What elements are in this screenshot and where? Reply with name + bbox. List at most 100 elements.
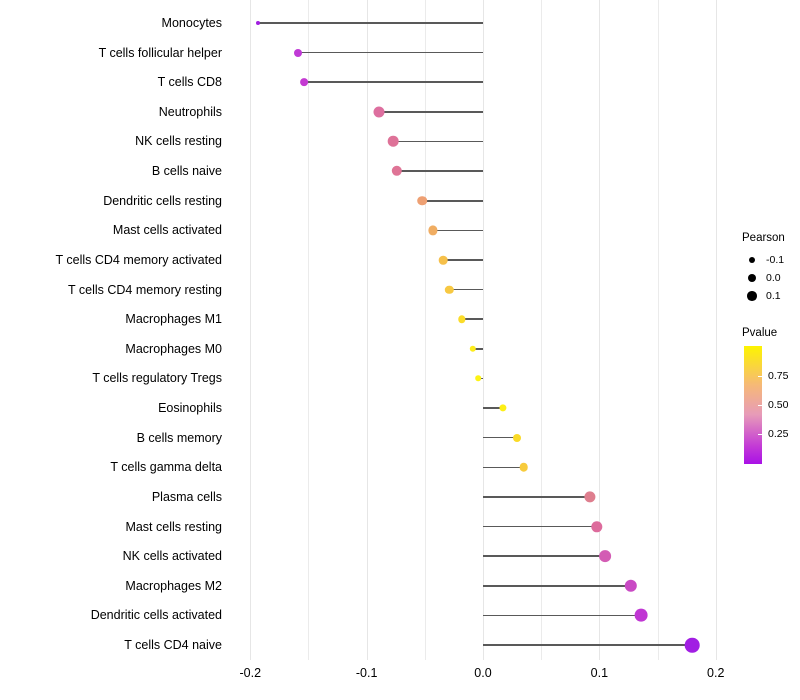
lollipop-stem (432, 229, 483, 232)
y-axis-label: Dendritic cells activated (90, 608, 222, 623)
x-axis-tick-label: -0.1 (355, 666, 378, 680)
data-point[interactable] (428, 225, 438, 235)
y-axis-label: T cells follicular helper (98, 45, 222, 60)
colorbar-tick (758, 376, 763, 378)
pvalue-colorbar: 0.75 0.50 0.25 (744, 346, 788, 464)
y-axis-label: Monocytes (161, 16, 222, 30)
y-axis-label: T cells CD4 memory resting (68, 282, 222, 297)
colorbar-tick-label: 0.25 (768, 427, 789, 440)
data-point[interactable] (475, 375, 482, 382)
y-axis-label: B cells memory (136, 430, 222, 445)
y-axis-label: Macrophages M2 (125, 578, 222, 593)
x-axis-tick-label: 0.1 (590, 666, 609, 680)
y-axis-label: Neutrophils (158, 104, 222, 119)
pearson-legend-item: 0.0 (742, 269, 800, 287)
colorbar-tick (758, 433, 763, 435)
lollipop-stem (297, 51, 483, 54)
x-axis-tick-label: 0.2 (707, 666, 725, 680)
legend-container: Pearson -0.1 0.0 0.1 Pvalue 0.75 0.50 0.25 (742, 232, 800, 464)
pearson-legend-dot-wrap (742, 274, 762, 282)
y-axis-label: Mast cells resting (125, 519, 222, 534)
gridline-minor (541, 0, 543, 660)
lollipop-stem (443, 259, 483, 261)
gridline-minor (424, 0, 426, 660)
data-point[interactable] (624, 579, 637, 592)
lollipop-stem (379, 111, 483, 113)
pearson-legend-label: 0.0 (766, 272, 781, 284)
y-axis-label: T cells gamma delta (110, 460, 222, 475)
lollipop-stem (483, 407, 503, 409)
pearson-size-legend: Pearson -0.1 0.0 0.1 (742, 232, 800, 305)
data-point[interactable] (512, 433, 521, 442)
lollipop-stem (472, 348, 483, 350)
y-axis-label: NK cells activated (122, 549, 222, 564)
y-axis-label: Dendritic cells resting (103, 193, 222, 208)
pearson-legend-dot-wrap (742, 291, 762, 301)
y-axis-label: B cells naive (151, 164, 222, 179)
gridline-major (483, 0, 484, 660)
lollipop-stem (483, 614, 642, 617)
y-axis-label: T cells CD4 naive (124, 638, 222, 653)
colorbar-tick-label: 0.75 (768, 370, 789, 383)
lollipop-stem (393, 140, 483, 143)
data-point[interactable] (599, 550, 612, 563)
data-point[interactable] (299, 78, 308, 87)
data-point[interactable] (469, 345, 476, 353)
data-point[interactable] (439, 255, 448, 265)
lollipop-stem (303, 81, 483, 84)
data-point[interactable] (256, 21, 261, 25)
gridline-minor (657, 0, 659, 660)
data-point[interactable] (634, 608, 648, 622)
lollipop-stem (483, 496, 591, 498)
pearson-legend-dot (748, 256, 756, 264)
y-axis-label: Plasma cells (151, 489, 222, 504)
lollipop-stem (422, 199, 483, 202)
lollipop-stem (483, 584, 631, 587)
y-axis-label: Macrophages M1 (125, 312, 222, 327)
pearson-legend-label: 0.1 (766, 290, 781, 302)
gridline-minor (308, 0, 310, 660)
y-axis-label: Macrophages M0 (125, 341, 222, 356)
pearson-legend-items: -0.1 0.0 0.1 (742, 251, 800, 305)
colorbar-tick (758, 405, 763, 406)
y-axis-label: T cells CD8 (157, 75, 222, 90)
y-axis-label: Mast cells activated (112, 223, 222, 238)
data-point[interactable] (519, 463, 529, 472)
pearson-legend-title: Pearson (742, 232, 785, 244)
data-point[interactable] (591, 520, 603, 533)
data-point[interactable] (293, 48, 302, 57)
data-point[interactable] (499, 404, 507, 412)
pearson-legend-dot (747, 291, 757, 301)
pearson-legend-label: -0.1 (766, 254, 785, 266)
data-point[interactable] (373, 106, 385, 118)
lollipop-stem (396, 170, 483, 172)
lollipop-stem (483, 555, 606, 557)
lollipop-stem (483, 466, 524, 469)
gridline-major (715, 0, 717, 660)
colorbar-tick-label: 0.50 (768, 399, 789, 411)
gridline-major (250, 0, 252, 660)
data-point[interactable] (584, 491, 596, 503)
y-axis-label: T cells CD4 memory activated (55, 252, 223, 267)
lollipop-stem (483, 644, 693, 646)
pvalue-legend-title: Pvalue (742, 327, 778, 339)
pearson-legend-item: 0.1 (742, 287, 800, 305)
y-axis-label: T cells regulatory Tregs (92, 371, 222, 386)
data-point[interactable] (388, 136, 399, 147)
y-axis-label: Eosinophils (158, 401, 222, 416)
data-point[interactable] (445, 285, 454, 294)
data-point[interactable] (458, 315, 466, 323)
data-point[interactable] (417, 195, 428, 206)
pearson-legend-dot-wrap (742, 256, 762, 264)
lollipop-stem (449, 288, 483, 291)
pearson-legend-item: -0.1 (742, 251, 800, 269)
y-axis-label: NK cells resting (135, 134, 222, 149)
lollipop-stem (462, 318, 483, 320)
data-point[interactable] (685, 637, 700, 653)
x-axis-tick-label: 0.0 (474, 666, 492, 680)
data-point[interactable] (391, 165, 403, 177)
lollipop-stem (483, 436, 517, 439)
y-axis-labels: Monocytes T cells follicular helper T cell… (0, 0, 223, 660)
pvalue-color-legend: Pvalue 0.75 0.50 0.25 (742, 327, 800, 464)
